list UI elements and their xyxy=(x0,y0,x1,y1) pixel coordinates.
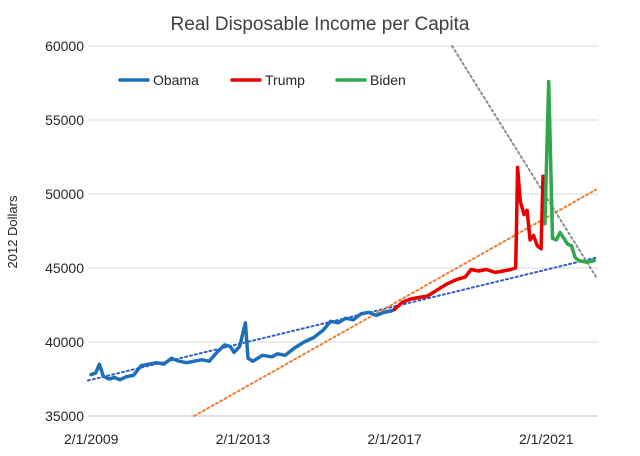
series-line-biden xyxy=(543,79,596,264)
legend-label-biden: Biden xyxy=(370,72,406,88)
y-axis-label: 2012 Dollars xyxy=(5,195,20,268)
x-tick-label: 2/1/2009 xyxy=(64,431,119,447)
trendline-gray xyxy=(451,45,598,278)
x-tick-label: 2/1/2017 xyxy=(367,431,422,447)
chart-title: Real Disposable Income per Capita xyxy=(171,14,470,35)
y-tick-label: 50000 xyxy=(45,186,84,202)
gridlines xyxy=(88,45,598,417)
y-tick-label: 45000 xyxy=(45,260,84,276)
y-axis-tick-labels: 35000 40000 45000 50000 55000 60000 xyxy=(45,38,84,424)
x-tick-label: 2/1/2013 xyxy=(216,431,271,447)
y-tick-label: 35000 xyxy=(45,408,84,424)
series-line-trump xyxy=(392,165,547,312)
y-tick-label: 55000 xyxy=(45,112,84,128)
legend: Obama Trump Biden xyxy=(118,72,406,88)
x-tick-label: 2/1/2021 xyxy=(519,431,574,447)
legend-label-obama: Obama xyxy=(153,72,199,88)
y-tick-label: 60000 xyxy=(45,38,84,54)
data-series xyxy=(89,79,596,382)
legend-label-trump: Trump xyxy=(265,72,305,88)
series-line-obama xyxy=(89,307,397,382)
y-tick-label: 40000 xyxy=(45,334,84,350)
x-axis-tick-labels: 2/1/2009 2/1/2013 2/1/2017 2/1/2021 xyxy=(64,431,574,447)
